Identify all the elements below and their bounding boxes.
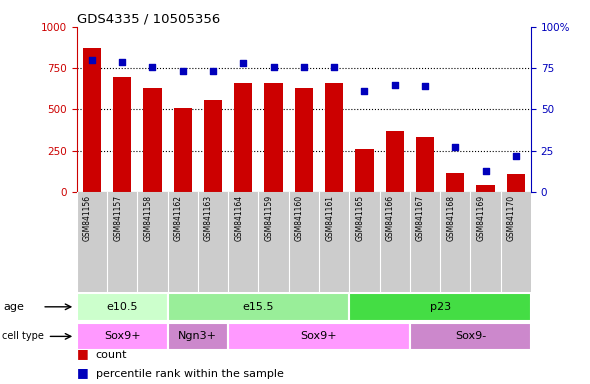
Point — [87, 57, 97, 63]
Point — [238, 60, 248, 66]
Bar — [77, 293, 168, 321]
Point — [208, 68, 218, 74]
Point — [269, 63, 278, 70]
Bar — [228, 323, 410, 350]
Text: GSM841162: GSM841162 — [173, 195, 183, 241]
Bar — [264, 83, 283, 192]
Bar — [355, 149, 373, 192]
Text: p23: p23 — [430, 302, 451, 312]
Point — [299, 63, 309, 70]
Text: percentile rank within the sample: percentile rank within the sample — [96, 369, 283, 379]
Text: cell type: cell type — [2, 331, 44, 341]
Bar — [83, 48, 101, 192]
Text: GSM841166: GSM841166 — [386, 195, 395, 241]
Point — [148, 63, 157, 70]
Point — [360, 88, 369, 94]
Text: e10.5: e10.5 — [106, 302, 138, 312]
Bar — [410, 323, 531, 350]
Bar — [477, 185, 494, 192]
Bar — [173, 108, 192, 192]
Text: GSM841168: GSM841168 — [446, 195, 455, 241]
Text: GSM841156: GSM841156 — [83, 195, 92, 241]
Text: ■: ■ — [77, 366, 88, 379]
Text: age: age — [4, 302, 25, 312]
Bar — [234, 83, 253, 192]
Bar — [349, 293, 531, 321]
Bar — [325, 83, 343, 192]
Text: GSM841158: GSM841158 — [143, 195, 152, 241]
Text: GSM841169: GSM841169 — [477, 195, 486, 241]
Bar — [168, 293, 349, 321]
Text: GSM841165: GSM841165 — [355, 195, 365, 241]
Point — [451, 144, 460, 151]
Text: e15.5: e15.5 — [242, 302, 274, 312]
Bar — [416, 137, 434, 192]
Text: GSM841160: GSM841160 — [295, 195, 304, 241]
Bar — [168, 323, 228, 350]
Bar — [507, 174, 525, 192]
Bar — [446, 173, 464, 192]
Text: GSM841157: GSM841157 — [113, 195, 122, 241]
Bar — [295, 88, 313, 192]
Point — [390, 82, 399, 88]
Text: Sox9+: Sox9+ — [104, 331, 140, 341]
Point — [117, 58, 127, 65]
Point — [511, 152, 520, 159]
Text: count: count — [96, 350, 127, 360]
Bar — [204, 100, 222, 192]
Text: Ngn3+: Ngn3+ — [178, 331, 217, 341]
Text: GDS4335 / 10505356: GDS4335 / 10505356 — [77, 13, 220, 26]
Point — [420, 83, 430, 89]
Point — [178, 68, 188, 74]
Bar — [77, 323, 168, 350]
Text: GSM841170: GSM841170 — [507, 195, 516, 241]
Text: GSM841167: GSM841167 — [416, 195, 425, 241]
Text: GSM841161: GSM841161 — [325, 195, 334, 241]
Point — [481, 167, 490, 174]
Text: GSM841164: GSM841164 — [234, 195, 243, 241]
Text: Sox9+: Sox9+ — [301, 331, 337, 341]
Text: ■: ■ — [77, 347, 88, 360]
Text: GSM841159: GSM841159 — [264, 195, 274, 241]
Bar — [143, 88, 162, 192]
Text: GSM841163: GSM841163 — [204, 195, 213, 241]
Bar — [386, 131, 404, 192]
Text: Sox9-: Sox9- — [455, 331, 486, 341]
Point — [329, 63, 339, 70]
Bar — [113, 77, 131, 192]
